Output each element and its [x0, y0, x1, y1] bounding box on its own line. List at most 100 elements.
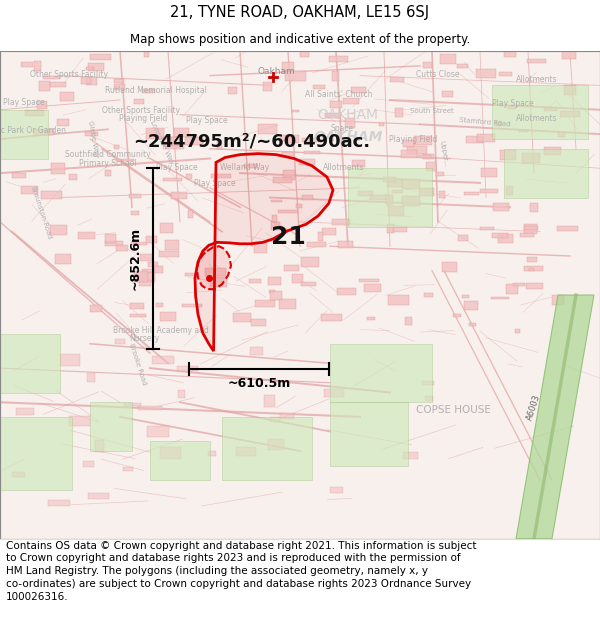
Text: Stamford Road: Stamford Road: [459, 117, 511, 127]
Polygon shape: [330, 344, 432, 402]
Bar: [280, 135, 293, 141]
Bar: [139, 280, 151, 286]
Bar: [442, 262, 457, 272]
Bar: [140, 254, 152, 261]
Bar: [521, 152, 540, 163]
Bar: [481, 168, 497, 177]
Bar: [131, 211, 139, 215]
Bar: [244, 164, 257, 168]
Text: Braunston-Road: Braunston-Road: [29, 186, 52, 241]
Bar: [524, 266, 543, 271]
Text: Cutts Close: Cutts Close: [416, 70, 460, 79]
Bar: [423, 62, 431, 68]
Bar: [55, 254, 71, 264]
Bar: [526, 282, 543, 289]
Polygon shape: [516, 295, 594, 539]
Bar: [392, 227, 407, 232]
Bar: [211, 174, 230, 178]
Polygon shape: [0, 110, 48, 159]
Bar: [439, 191, 445, 198]
Bar: [113, 84, 125, 90]
Bar: [159, 251, 179, 257]
Bar: [300, 48, 308, 57]
Bar: [251, 319, 266, 326]
Bar: [462, 295, 469, 298]
Bar: [562, 50, 576, 59]
Bar: [292, 274, 303, 283]
Bar: [364, 284, 381, 292]
Text: Allotments: Allotments: [516, 114, 558, 123]
Bar: [174, 128, 189, 138]
Bar: [145, 52, 149, 58]
Bar: [440, 54, 455, 64]
Bar: [16, 408, 34, 415]
Polygon shape: [330, 402, 408, 466]
Bar: [304, 151, 320, 154]
Polygon shape: [197, 246, 231, 289]
Bar: [330, 101, 343, 108]
Bar: [185, 273, 194, 276]
Text: Rutland Memorial Hospital: Rutland Memorial Hospital: [105, 86, 207, 95]
Bar: [165, 240, 179, 250]
Text: Space: Space: [331, 124, 353, 132]
Bar: [271, 200, 282, 202]
Bar: [480, 226, 494, 230]
Bar: [217, 139, 221, 149]
Polygon shape: [504, 149, 588, 198]
Bar: [233, 313, 251, 322]
Bar: [280, 413, 294, 419]
Bar: [134, 271, 148, 282]
Bar: [452, 314, 461, 318]
Bar: [500, 151, 515, 160]
Bar: [95, 440, 104, 451]
Bar: [81, 77, 91, 84]
Bar: [162, 137, 178, 140]
Bar: [210, 277, 227, 288]
Bar: [258, 124, 277, 134]
Bar: [134, 99, 145, 104]
Bar: [52, 163, 65, 174]
Bar: [332, 71, 339, 81]
Bar: [87, 373, 95, 382]
Bar: [185, 136, 203, 145]
Bar: [424, 293, 433, 298]
Bar: [69, 174, 77, 180]
Bar: [115, 339, 125, 344]
Text: Play Space: Play Space: [156, 162, 198, 172]
Bar: [163, 137, 182, 146]
Bar: [146, 236, 157, 243]
Bar: [529, 268, 534, 271]
Bar: [493, 233, 508, 238]
Text: ~852.6m: ~852.6m: [128, 227, 142, 290]
Bar: [34, 129, 54, 134]
Bar: [379, 123, 384, 126]
Bar: [160, 311, 176, 321]
Bar: [476, 69, 496, 78]
Bar: [269, 290, 275, 292]
Bar: [105, 170, 111, 176]
Bar: [425, 396, 433, 401]
Bar: [284, 71, 305, 81]
Text: ~610.5m: ~610.5m: [227, 378, 291, 390]
Bar: [464, 192, 479, 196]
Bar: [497, 234, 514, 242]
Bar: [527, 257, 537, 262]
Text: Southfield Community: Southfield Community: [65, 150, 151, 159]
Bar: [129, 194, 141, 198]
Bar: [50, 225, 67, 235]
Bar: [493, 203, 509, 211]
Text: 21: 21: [271, 224, 305, 249]
Bar: [79, 232, 95, 239]
Bar: [515, 329, 520, 333]
Text: Other Sports Facility: Other Sports Facility: [102, 106, 180, 115]
Bar: [177, 366, 199, 371]
Bar: [442, 91, 453, 97]
Bar: [148, 262, 158, 268]
Bar: [392, 190, 403, 193]
Bar: [270, 291, 282, 300]
Bar: [249, 279, 261, 283]
Bar: [323, 389, 344, 397]
Bar: [85, 132, 98, 136]
Bar: [524, 226, 538, 230]
Bar: [152, 356, 174, 364]
